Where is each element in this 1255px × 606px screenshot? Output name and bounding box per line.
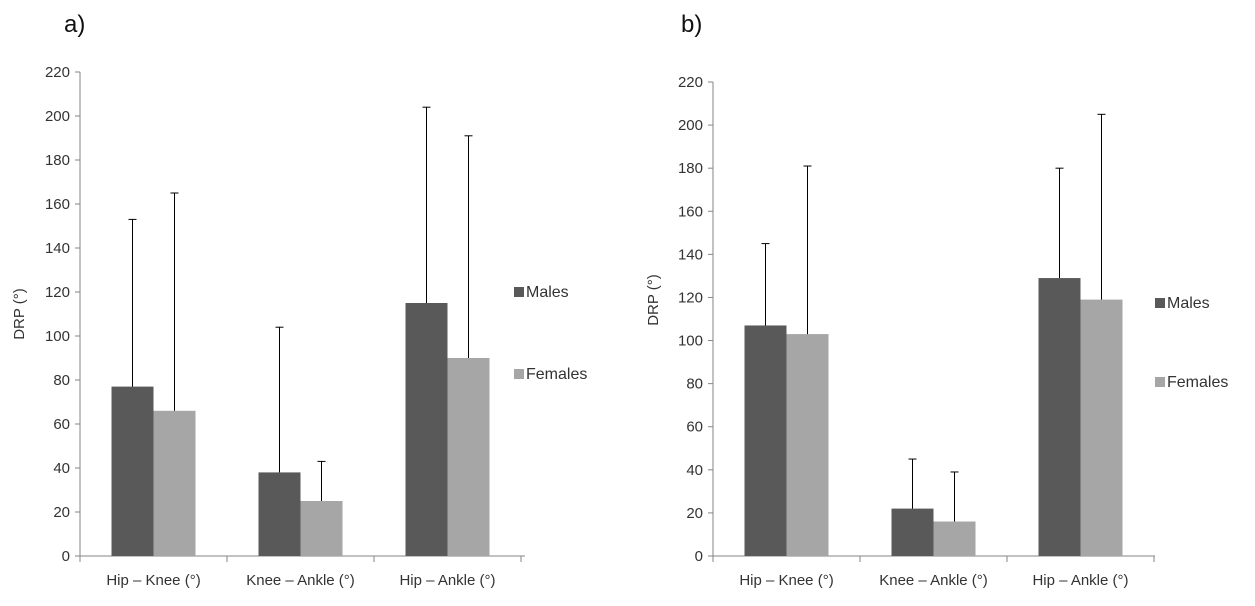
y-tick-label: 220	[45, 64, 70, 81]
bar-females	[1080, 299, 1123, 556]
y-tick-label: 100	[678, 333, 703, 350]
bar-females	[786, 334, 829, 556]
y-tick-label: 40	[686, 462, 703, 479]
bar-females	[300, 501, 343, 556]
y-tick-label: 0	[62, 548, 70, 565]
y-tick-label: 220	[678, 74, 703, 91]
y-tick-label: 60	[53, 416, 70, 433]
x-category-label: Knee – Ankle (°)	[879, 572, 988, 589]
bar-females	[447, 358, 490, 556]
y-tick-label: 40	[53, 460, 70, 477]
legend-label-males: Males	[1167, 295, 1210, 312]
bar-males	[1038, 278, 1081, 556]
y-tick-label: 20	[686, 505, 703, 522]
panel-label: b)	[681, 11, 702, 38]
panel-label: a)	[64, 11, 85, 38]
bar-males	[111, 386, 154, 556]
y-tick-label: 160	[678, 203, 703, 220]
y-tick-label: 80	[686, 376, 703, 393]
y-tick-label: 120	[678, 289, 703, 306]
y-tick-label: 140	[45, 240, 70, 257]
x-category-label: Hip – Ankle (°)	[399, 572, 495, 589]
bar-males	[891, 508, 934, 556]
bar-males	[405, 303, 448, 556]
y-tick-label: 0	[695, 548, 703, 565]
bar-males	[744, 325, 787, 556]
bar-females	[933, 521, 976, 556]
y-tick-label: 120	[45, 284, 70, 301]
y-tick-label: 80	[53, 372, 70, 389]
y-tick-label: 180	[45, 152, 70, 169]
y-tick-label: 20	[53, 504, 70, 521]
y-tick-label: 60	[686, 419, 703, 436]
legend-swatch-females	[514, 369, 524, 379]
y-tick-label: 140	[678, 246, 703, 263]
y-axis-title: DRP (°)	[11, 288, 28, 340]
y-tick-label: 180	[678, 160, 703, 177]
legend-label-females: Females	[1167, 374, 1228, 391]
legend-swatch-females	[1155, 377, 1165, 387]
legend-swatch-males	[514, 287, 524, 297]
legend-label-females: Females	[526, 366, 587, 383]
legend-label-males: Males	[526, 284, 569, 301]
bar-females	[153, 410, 196, 556]
x-category-label: Hip – Ankle (°)	[1032, 572, 1128, 589]
bar-males	[258, 472, 301, 556]
panel-b: b) 0 20 40 60 80 100 120 140 160 180 200 220 Hip – Kn…	[645, 11, 1228, 589]
x-category-label: Hip – Knee (°)	[106, 572, 200, 589]
y-axis-title: DRP (°)	[645, 274, 662, 326]
y-tick-label: 160	[45, 196, 70, 213]
panel-a: a) 0 20 40 60 80 100 120 140 160 180 200 220 Hip – Kn…	[11, 11, 587, 589]
legend-swatch-males	[1155, 298, 1165, 308]
x-category-label: Knee – Ankle (°)	[246, 572, 355, 589]
y-tick-label: 200	[678, 117, 703, 134]
x-category-label: Hip – Knee (°)	[739, 572, 833, 589]
y-tick-label: 200	[45, 108, 70, 125]
y-tick-label: 100	[45, 328, 70, 345]
